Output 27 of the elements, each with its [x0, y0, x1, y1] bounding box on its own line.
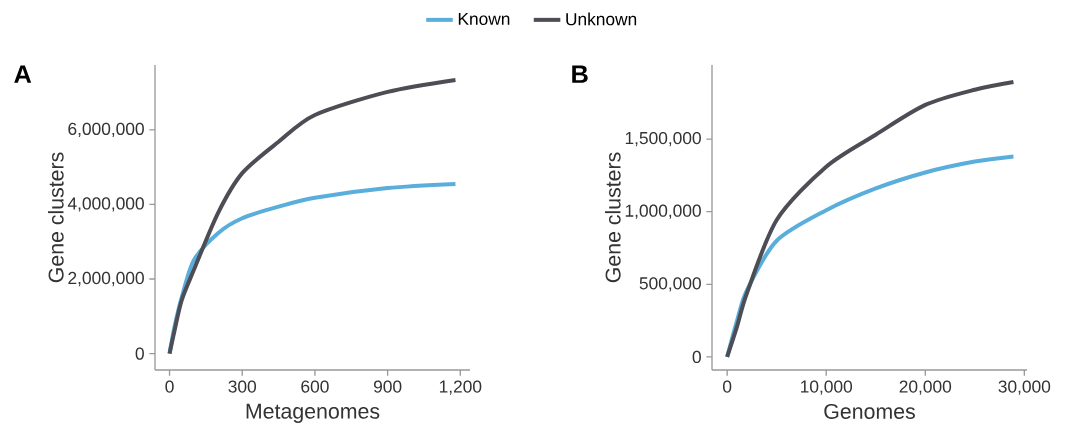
- line-series: [725, 79, 1016, 359]
- y-tick-label: 0: [135, 347, 144, 360]
- y-tick-label: 4,000,000: [67, 197, 144, 212]
- x-axis-title: Genomes: [824, 403, 915, 419]
- x-tick-label: 0: [723, 380, 732, 393]
- y-tick-label: 2,000,000: [68, 271, 144, 287]
- x-axis-title: Metagenomes: [246, 403, 380, 423]
- x-tick-label: 20,000: [899, 380, 952, 395]
- x-tick-label: 300: [228, 380, 257, 393]
- y-axis-title: Gene clusters: [48, 152, 64, 283]
- legend-label: Unknown: [566, 12, 637, 26]
- y-tick-label: 1,500,000: [625, 131, 701, 147]
- legend-label: Known: [458, 12, 510, 25]
- x-tick-label: 1,200: [439, 380, 482, 395]
- y-tick-label: 0: [692, 350, 701, 364]
- y-axis-title: Gene clusters: [605, 152, 621, 283]
- y-tick-label: 6,000,000: [68, 122, 144, 138]
- x-tick-label: 900: [373, 380, 402, 393]
- line-series: [167, 77, 458, 356]
- x-tick-label: 10,000: [801, 380, 853, 395]
- text: A: [14, 65, 32, 83]
- x-tick-label: 600: [301, 380, 329, 393]
- y-tick-label: 500,000: [639, 277, 701, 292]
- text: B: [572, 65, 588, 83]
- y-tick-label: 1,000,000: [625, 204, 701, 219]
- x-tick-label: 30,000: [998, 380, 1051, 395]
- x-tick-label: 0: [165, 380, 174, 393]
